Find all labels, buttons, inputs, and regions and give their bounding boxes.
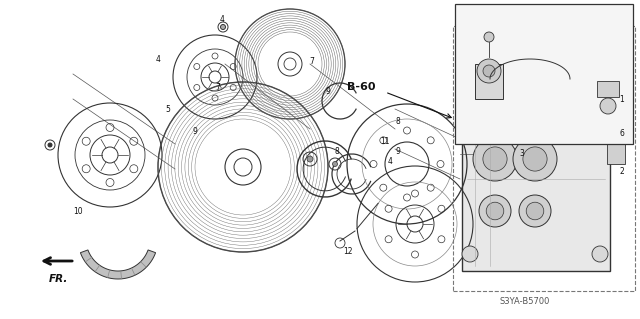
Bar <box>607 142 625 164</box>
Circle shape <box>479 195 511 227</box>
Bar <box>455 4 633 144</box>
Circle shape <box>483 147 507 171</box>
Polygon shape <box>81 250 156 279</box>
Circle shape <box>48 143 52 147</box>
Text: 4: 4 <box>388 157 392 166</box>
Bar <box>453 26 635 291</box>
Text: B-60: B-60 <box>347 82 376 92</box>
Circle shape <box>523 97 547 121</box>
Circle shape <box>519 195 551 227</box>
Circle shape <box>221 25 225 29</box>
Text: 9: 9 <box>326 86 330 95</box>
Circle shape <box>333 161 337 167</box>
Text: 12: 12 <box>343 247 353 256</box>
Text: 8: 8 <box>335 146 339 155</box>
Bar <box>485 59 530 75</box>
Text: 9: 9 <box>396 146 401 155</box>
Circle shape <box>307 156 313 162</box>
Text: 2: 2 <box>620 167 625 175</box>
Text: 4: 4 <box>156 55 161 63</box>
Circle shape <box>473 137 517 181</box>
Circle shape <box>513 137 557 181</box>
Text: 8: 8 <box>396 116 401 125</box>
Text: FR.: FR. <box>48 274 68 284</box>
Text: 6: 6 <box>620 130 625 138</box>
Circle shape <box>523 147 547 171</box>
Text: S3YA-B5700: S3YA-B5700 <box>500 296 550 306</box>
Circle shape <box>506 49 510 53</box>
Circle shape <box>477 59 501 83</box>
Text: 7: 7 <box>216 83 220 92</box>
Circle shape <box>483 65 495 77</box>
Bar <box>475 64 503 99</box>
Circle shape <box>462 246 478 262</box>
Text: 7: 7 <box>310 56 314 65</box>
Circle shape <box>486 202 504 220</box>
Circle shape <box>473 87 517 131</box>
Circle shape <box>503 48 513 58</box>
Circle shape <box>483 97 507 121</box>
Text: 4: 4 <box>220 14 225 24</box>
Text: 1: 1 <box>620 94 625 103</box>
Bar <box>462 71 610 271</box>
Circle shape <box>600 98 616 114</box>
Circle shape <box>484 32 494 42</box>
Circle shape <box>592 246 608 262</box>
Circle shape <box>513 87 557 131</box>
Text: 5: 5 <box>166 105 170 114</box>
Text: 9: 9 <box>193 127 197 136</box>
Text: 3: 3 <box>520 150 524 159</box>
Text: 10: 10 <box>73 206 83 216</box>
Circle shape <box>592 81 608 97</box>
Circle shape <box>462 81 478 97</box>
Text: 11: 11 <box>380 137 390 145</box>
Circle shape <box>526 202 544 220</box>
Bar <box>597 81 619 97</box>
